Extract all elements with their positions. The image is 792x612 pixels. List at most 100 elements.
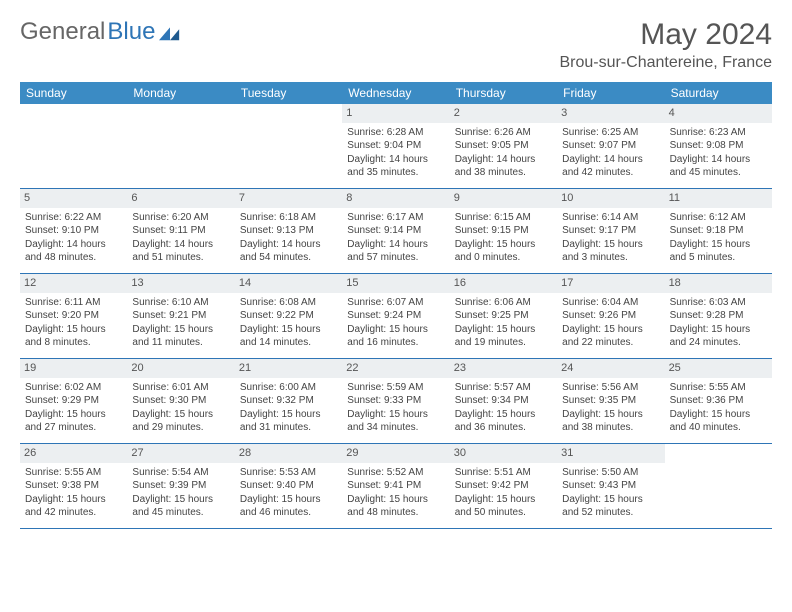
day-cell: 4Sunrise: 6:23 AMSunset: 9:08 PMDaylight…	[665, 104, 772, 188]
sunset-text: Sunset: 9:38 PM	[25, 479, 122, 493]
day-number: 17	[557, 274, 664, 293]
sunrise-text: Sunrise: 6:22 AM	[25, 211, 122, 225]
day-cell: 2Sunrise: 6:26 AMSunset: 9:05 PMDaylight…	[450, 104, 557, 188]
sunrise-text: Sunrise: 6:26 AM	[455, 126, 552, 140]
header: GeneralBlue May 2024 Brou-sur-Chanterein…	[20, 18, 772, 72]
day-cell: 20Sunrise: 6:01 AMSunset: 9:30 PMDayligh…	[127, 359, 234, 443]
daylight-text: Daylight: 15 hours and 29 minutes.	[132, 408, 229, 435]
sunset-text: Sunset: 9:21 PM	[132, 309, 229, 323]
day-number: 21	[235, 359, 342, 378]
sunset-text: Sunset: 9:22 PM	[240, 309, 337, 323]
sunset-text: Sunset: 9:39 PM	[132, 479, 229, 493]
day-number: 13	[127, 274, 234, 293]
day-number: 30	[450, 444, 557, 463]
sunset-text: Sunset: 9:42 PM	[455, 479, 552, 493]
week-row: 19Sunrise: 6:02 AMSunset: 9:29 PMDayligh…	[20, 359, 772, 444]
sunrise-text: Sunrise: 6:00 AM	[240, 381, 337, 395]
sunrise-text: Sunrise: 6:04 AM	[562, 296, 659, 310]
day-cell: 24Sunrise: 5:56 AMSunset: 9:35 PMDayligh…	[557, 359, 664, 443]
daylight-text: Daylight: 15 hours and 52 minutes.	[562, 493, 659, 520]
sunrise-text: Sunrise: 6:14 AM	[562, 211, 659, 225]
sunset-text: Sunset: 9:15 PM	[455, 224, 552, 238]
daylight-text: Daylight: 15 hours and 19 minutes.	[455, 323, 552, 350]
sunset-text: Sunset: 9:32 PM	[240, 394, 337, 408]
daylight-text: Daylight: 14 hours and 38 minutes.	[455, 153, 552, 180]
daylight-text: Daylight: 15 hours and 0 minutes.	[455, 238, 552, 265]
day-cell: 17Sunrise: 6:04 AMSunset: 9:26 PMDayligh…	[557, 274, 664, 358]
day-number: 25	[665, 359, 772, 378]
sunset-text: Sunset: 9:05 PM	[455, 139, 552, 153]
day-cell: 18Sunrise: 6:03 AMSunset: 9:28 PMDayligh…	[665, 274, 772, 358]
sunset-text: Sunset: 9:17 PM	[562, 224, 659, 238]
daylight-text: Daylight: 15 hours and 38 minutes.	[562, 408, 659, 435]
day-cell: 30 Sunrise: 5:51 AMSunset: 9:42 PMDayligh…	[450, 444, 557, 528]
sunrise-text: Sunrise: 5:57 AM	[455, 381, 552, 395]
sunrise-text: Sunrise: 6:12 AM	[670, 211, 767, 225]
day-number: 22	[342, 359, 449, 378]
calendar: Sunday Monday Tuesday Wednesday Thursday…	[20, 82, 772, 529]
day-number: 26	[20, 444, 127, 463]
sunrise-text: Sunrise: 6:15 AM	[455, 211, 552, 225]
day-number: 11	[665, 189, 772, 208]
day-number: 3	[557, 104, 664, 123]
day-number: 19	[20, 359, 127, 378]
sunset-text: Sunset: 9:33 PM	[347, 394, 444, 408]
day-number: 1	[342, 104, 449, 123]
sunrise-text: Sunrise: 6:03 AM	[670, 296, 767, 310]
day-cell: 11Sunrise: 6:12 AMSunset: 9:18 PMDayligh…	[665, 189, 772, 273]
day-number: 9	[450, 189, 557, 208]
day-number: 10	[557, 189, 664, 208]
sunset-text: Sunset: 9:43 PM	[562, 479, 659, 493]
sunrise-text: Sunrise: 5:50 AM	[562, 466, 659, 480]
day-cell: 6Sunrise: 6:20 AMSunset: 9:11 PMDaylight…	[127, 189, 234, 273]
day-number: 23	[450, 359, 557, 378]
sunset-text: Sunset: 9:04 PM	[347, 139, 444, 153]
day-number: 24	[557, 359, 664, 378]
day-header-row: Sunday Monday Tuesday Wednesday Thursday…	[20, 82, 772, 104]
sunrise-text: Sunrise: 6:18 AM	[240, 211, 337, 225]
day-number: 28	[235, 444, 342, 463]
sunset-text: Sunset: 9:34 PM	[455, 394, 552, 408]
day-number: 15	[342, 274, 449, 293]
daylight-text: Daylight: 15 hours and 50 minutes.	[455, 493, 552, 520]
sunset-text: Sunset: 9:28 PM	[670, 309, 767, 323]
daylight-text: Daylight: 14 hours and 48 minutes.	[25, 238, 122, 265]
daylight-text: Daylight: 15 hours and 31 minutes.	[240, 408, 337, 435]
sunset-text: Sunset: 9:35 PM	[562, 394, 659, 408]
day-header-sunday: Sunday	[20, 82, 127, 104]
sunset-text: Sunset: 9:36 PM	[670, 394, 767, 408]
day-cell: 23Sunrise: 5:57 AMSunset: 9:34 PMDayligh…	[450, 359, 557, 443]
day-cell: 19Sunrise: 6:02 AMSunset: 9:29 PMDayligh…	[20, 359, 127, 443]
daylight-text: Daylight: 15 hours and 24 minutes.	[670, 323, 767, 350]
sunset-text: Sunset: 9:40 PM	[240, 479, 337, 493]
sunrise-text: Sunrise: 5:55 AM	[670, 381, 767, 395]
sunrise-text: Sunrise: 6:01 AM	[132, 381, 229, 395]
daylight-text: Daylight: 15 hours and 48 minutes.	[347, 493, 444, 520]
day-cell: 16Sunrise: 6:06 AMSunset: 9:25 PMDayligh…	[450, 274, 557, 358]
day-number: 6	[127, 189, 234, 208]
day-header-friday: Friday	[557, 82, 664, 104]
day-header-thursday: Thursday	[450, 82, 557, 104]
daylight-text: Daylight: 15 hours and 42 minutes.	[25, 493, 122, 520]
daylight-text: Daylight: 15 hours and 11 minutes.	[132, 323, 229, 350]
week-row: 12Sunrise: 6:11 AMSunset: 9:20 PMDayligh…	[20, 274, 772, 359]
day-cell: 3Sunrise: 6:25 AMSunset: 9:07 PMDaylight…	[557, 104, 664, 188]
day-number: 5	[20, 189, 127, 208]
sunset-text: Sunset: 9:10 PM	[25, 224, 122, 238]
day-cell	[127, 104, 234, 188]
sunset-text: Sunset: 9:25 PM	[455, 309, 552, 323]
sunrise-text: Sunrise: 6:20 AM	[132, 211, 229, 225]
day-cell: 29Sunrise: 5:52 AMSunset: 9:41 PMDayligh…	[342, 444, 449, 528]
daylight-text: Daylight: 15 hours and 45 minutes.	[132, 493, 229, 520]
day-number: 31	[557, 444, 664, 463]
month-title: May 2024	[559, 18, 772, 52]
sunset-text: Sunset: 9:07 PM	[562, 139, 659, 153]
day-cell: 13Sunrise: 6:10 AMSunset: 9:21 PMDayligh…	[127, 274, 234, 358]
daylight-text: Daylight: 14 hours and 51 minutes.	[132, 238, 229, 265]
sunset-text: Sunset: 9:30 PM	[132, 394, 229, 408]
sunset-text: Sunset: 9:26 PM	[562, 309, 659, 323]
sunset-text: Sunset: 9:20 PM	[25, 309, 122, 323]
day-cell: 10Sunrise: 6:14 AMSunset: 9:17 PMDayligh…	[557, 189, 664, 273]
sunrise-text: Sunrise: 5:51 AM	[455, 466, 552, 480]
daylight-text: Daylight: 14 hours and 42 minutes.	[562, 153, 659, 180]
